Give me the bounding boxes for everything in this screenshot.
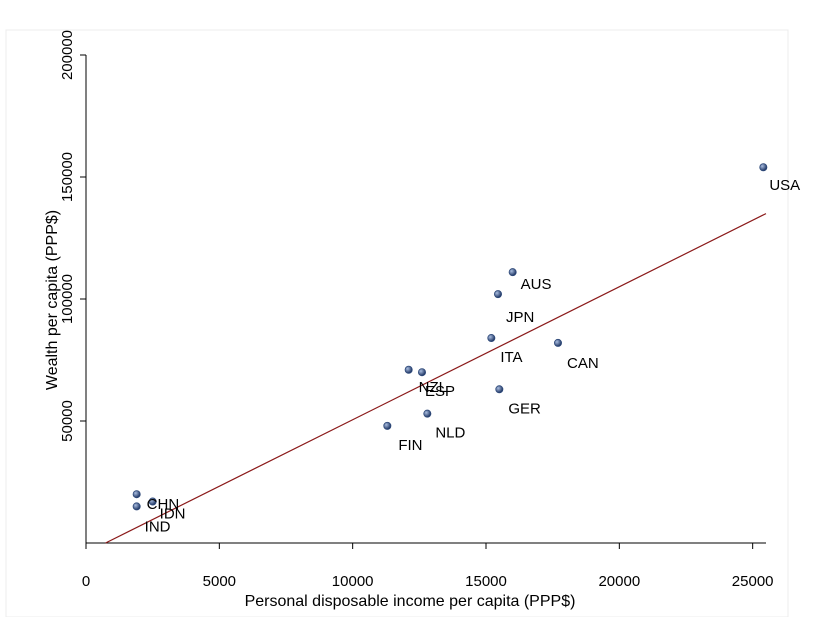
x-axis-title: Personal disposable income per capita (P… xyxy=(245,593,576,610)
y-tick-label: 200000 xyxy=(59,30,76,80)
point-label-idn: IDN xyxy=(160,506,186,523)
data-point-usa xyxy=(760,164,767,171)
data-point-chn xyxy=(133,491,140,498)
x-tick-label: 0 xyxy=(82,573,90,590)
data-point-ind xyxy=(133,503,140,510)
y-tick-label: 150000 xyxy=(59,152,76,202)
y-tick-label: 100000 xyxy=(59,274,76,324)
point-label-ger: GER xyxy=(508,400,541,417)
x-tick-label: 15000 xyxy=(465,573,507,590)
x-tick-label: 5000 xyxy=(203,573,236,590)
data-point-aus xyxy=(509,269,516,276)
y-ticks: 50000 100000 150000 200000 xyxy=(59,30,86,442)
data-point-esp xyxy=(418,369,425,376)
x-tick-label: 20000 xyxy=(598,573,640,590)
data-point-ger xyxy=(496,386,503,393)
y-tick-label: 50000 xyxy=(59,400,76,442)
point-label-ita: ITA xyxy=(500,349,522,366)
data-point-can xyxy=(554,339,561,346)
x-tick-label: 10000 xyxy=(332,573,374,590)
data-points xyxy=(133,164,767,510)
plot-frame xyxy=(6,30,788,617)
data-point-ita xyxy=(488,334,495,341)
y-axis-title: Wealth per capita (PPP$) xyxy=(44,210,61,390)
data-point-nld xyxy=(424,410,431,417)
axes xyxy=(86,55,766,543)
point-label-usa: USA xyxy=(769,177,800,194)
point-label-nld: NLD xyxy=(435,425,465,442)
point-label-esp: ESP xyxy=(425,383,455,400)
x-ticks: 0 5000 10000 15000 20000 25000 xyxy=(82,543,774,590)
point-label-jpn: JPN xyxy=(506,309,534,326)
data-point-jpn xyxy=(494,291,501,298)
x-tick-label: 25000 xyxy=(732,573,774,590)
point-label-aus: AUS xyxy=(521,276,552,293)
point-label-fin: FIN xyxy=(398,437,422,454)
data-point-nzl xyxy=(405,366,412,373)
point-label-can: CAN xyxy=(567,355,599,372)
data-point-fin xyxy=(384,422,391,429)
